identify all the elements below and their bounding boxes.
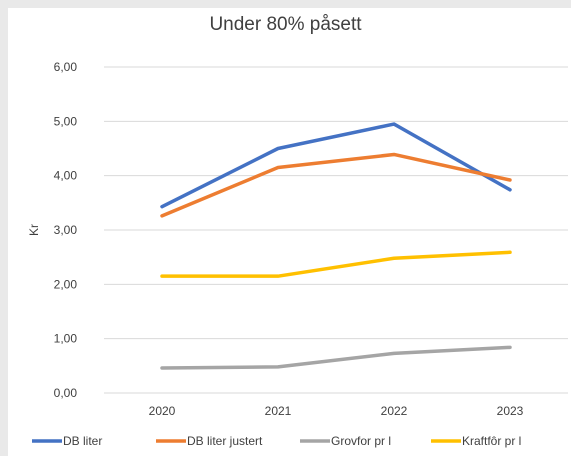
y-tick-label: 2,00 (54, 277, 78, 291)
y-tick-label: 0,00 (54, 386, 78, 400)
y-tick-label: 4,00 (54, 169, 78, 183)
legend-item: DB liter justert (156, 434, 263, 448)
y-tick-label: 5,00 (54, 114, 78, 128)
legend-item: Kraftfôr pr l (431, 434, 521, 448)
chart-title: Under 80% påsett (209, 14, 362, 35)
series-line (160, 152, 512, 218)
x-tick-label: 2022 (381, 404, 408, 418)
series-line (160, 122, 512, 209)
y-axis-label: Kr (27, 224, 41, 236)
gridlines (104, 66, 568, 394)
legend-label: Grovfor pr l (331, 434, 391, 448)
x-tick-label: 2023 (497, 404, 524, 418)
series-line (160, 250, 512, 278)
series-lines (160, 122, 512, 370)
chart-area (8, 8, 571, 456)
series-line (160, 345, 512, 370)
x-axis-ticks: 2020 2021 2022 2023 (149, 404, 524, 418)
y-axis-ticks: 0,00 1,00 2,00 3,00 4,00 5,00 6,00 (54, 60, 78, 400)
legend: DB liter DB liter justert Grovfor pr l Kraf… (32, 434, 521, 448)
legend-label: DB liter (63, 434, 102, 448)
y-tick-label: 6,00 (54, 60, 78, 74)
x-tick-label: 2020 (149, 404, 176, 418)
y-tick-label: 3,00 (54, 223, 78, 237)
legend-label: DB liter justert (187, 434, 263, 448)
legend-item: DB liter (32, 434, 102, 448)
x-tick-label: 2021 (265, 404, 292, 418)
legend-label: Kraftfôr pr l (462, 434, 521, 448)
legend-item: Grovfor pr l (300, 434, 391, 448)
y-tick-label: 1,00 (54, 332, 78, 346)
